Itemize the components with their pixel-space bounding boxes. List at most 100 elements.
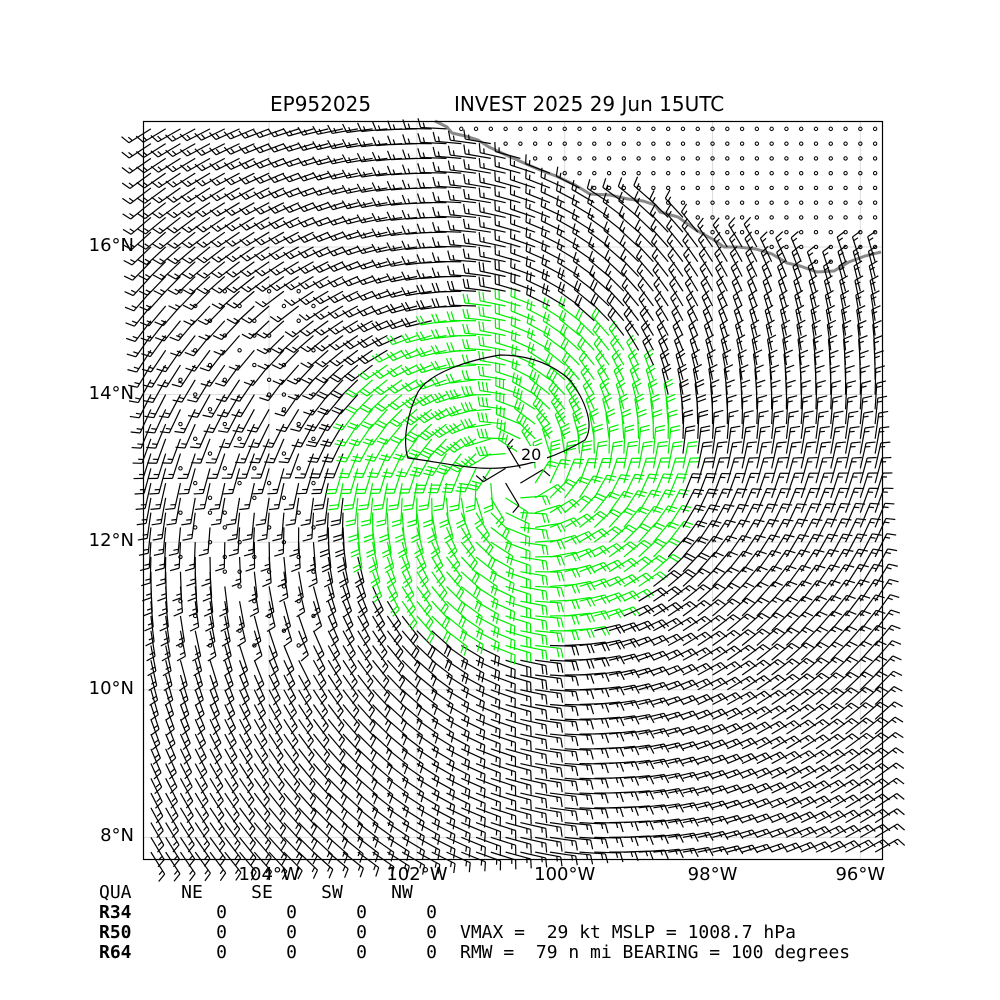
wind-barb: [194, 778, 209, 809]
wind-barb-strong: [475, 556, 497, 583]
wind-barb: [564, 762, 594, 775]
wind-barb: [302, 379, 329, 400]
wind-barb: [174, 409, 196, 434]
wind-barb: [564, 822, 594, 835]
wind-barb: [253, 660, 265, 691]
wind-barb: [771, 750, 802, 765]
wind-barb: [785, 503, 807, 528]
wind-barb-strong: [561, 351, 580, 381]
calm-wind-dot: [843, 156, 848, 161]
wind-barb: [312, 275, 344, 289]
wind-barb: [253, 763, 270, 793]
wind-barb: [475, 851, 502, 871]
wind-barb: [272, 512, 285, 542]
wind-barb: [181, 246, 211, 264]
wind-barb: [478, 231, 506, 248]
wind-barb: [129, 394, 152, 419]
wind-barb-strong: [427, 468, 448, 494]
wind-barb: [756, 643, 786, 661]
wind-barb-strong: [460, 585, 483, 612]
wind-barb-strong: [423, 453, 447, 477]
wind-barb: [176, 630, 186, 662]
wind-barb: [642, 334, 654, 366]
wind-barb: [160, 615, 170, 647]
wind-barb: [283, 704, 298, 735]
wind-barb-strong: [441, 468, 462, 494]
wind-barb-strong: [490, 571, 515, 593]
wind-barb: [800, 410, 814, 439]
wind-barb: [253, 187, 285, 200]
calm-wind-dot: [665, 156, 671, 161]
wind-barb: [815, 410, 829, 439]
wind-barb: [313, 748, 331, 778]
wind-barb: [291, 423, 314, 448]
wind-barb: [431, 763, 455, 786]
wind-barb: [209, 202, 240, 217]
wind-barb: [859, 410, 874, 439]
wind-barb: [298, 718, 314, 749]
wind-barb: [372, 718, 392, 747]
wind-barb-strong: [593, 508, 622, 528]
calm-wind-dot: [872, 230, 878, 235]
wind-barb: [121, 143, 152, 159]
wind-barb: [313, 777, 332, 807]
wind-barb: [510, 214, 536, 233]
wind-barb: [785, 395, 798, 425]
wind-barb: [754, 364, 764, 395]
wind-barb-strong: [490, 497, 505, 528]
wind-barb: [171, 364, 196, 388]
wind-barb: [830, 472, 849, 499]
wind-barb: [478, 187, 506, 204]
wind-barb: [239, 792, 256, 823]
wind-barb: [475, 718, 501, 739]
wind-barb-strong: [476, 428, 506, 440]
calm-wind-dot: [665, 141, 671, 146]
wind-barb: [357, 122, 388, 133]
wind-barb: [786, 780, 817, 794]
wind-barb-strong: [345, 497, 359, 527]
calm-wind-dot: [799, 200, 804, 205]
wind-barb: [697, 583, 726, 602]
lat-tick-label: 12°N: [88, 530, 134, 552]
wind-barb: [684, 275, 699, 307]
wind-barb: [312, 733, 331, 763]
wind-barb: [249, 438, 270, 464]
wind-barb: [141, 556, 152, 587]
wind-barb: [564, 836, 594, 850]
wind-barb: [210, 497, 226, 526]
wind-barb-strong: [376, 497, 388, 527]
wind-barb: [224, 777, 240, 809]
wind-barb: [667, 585, 698, 602]
wind-barb-strong: [445, 423, 477, 435]
wind-barb: [239, 704, 252, 735]
wind-barb: [667, 632, 699, 647]
wind-barb: [342, 689, 360, 719]
wind-barb-strong: [490, 526, 513, 553]
calm-wind-dot: [695, 185, 700, 191]
wind-barb: [283, 290, 314, 306]
wind-barb: [475, 748, 501, 768]
wind-barb: [159, 601, 169, 632]
wind-barb-strong: [475, 446, 506, 457]
wind-barb: [264, 438, 285, 464]
wind-barb-strong: [401, 586, 417, 617]
wind-barb: [237, 615, 247, 647]
wind-barb: [726, 613, 756, 632]
wind-barb: [447, 220, 477, 233]
wind-barb: [549, 718, 579, 732]
wind-barb: [300, 497, 315, 527]
wind-barb: [253, 792, 271, 823]
wind-barb-strong: [386, 364, 418, 378]
wind-barb: [564, 777, 594, 790]
wind-barb: [401, 689, 423, 716]
wind-barb-strong: [387, 379, 418, 394]
wind-barb: [137, 512, 152, 541]
wind-barb: [150, 157, 181, 173]
calm-wind-dot: [828, 200, 833, 205]
wind-barb: [327, 630, 341, 662]
wind-barb: [741, 503, 764, 528]
wind-barb: [416, 807, 440, 831]
wind-barb: [386, 273, 418, 283]
wind-barb: [771, 658, 801, 676]
wind-barb: [665, 204, 684, 233]
